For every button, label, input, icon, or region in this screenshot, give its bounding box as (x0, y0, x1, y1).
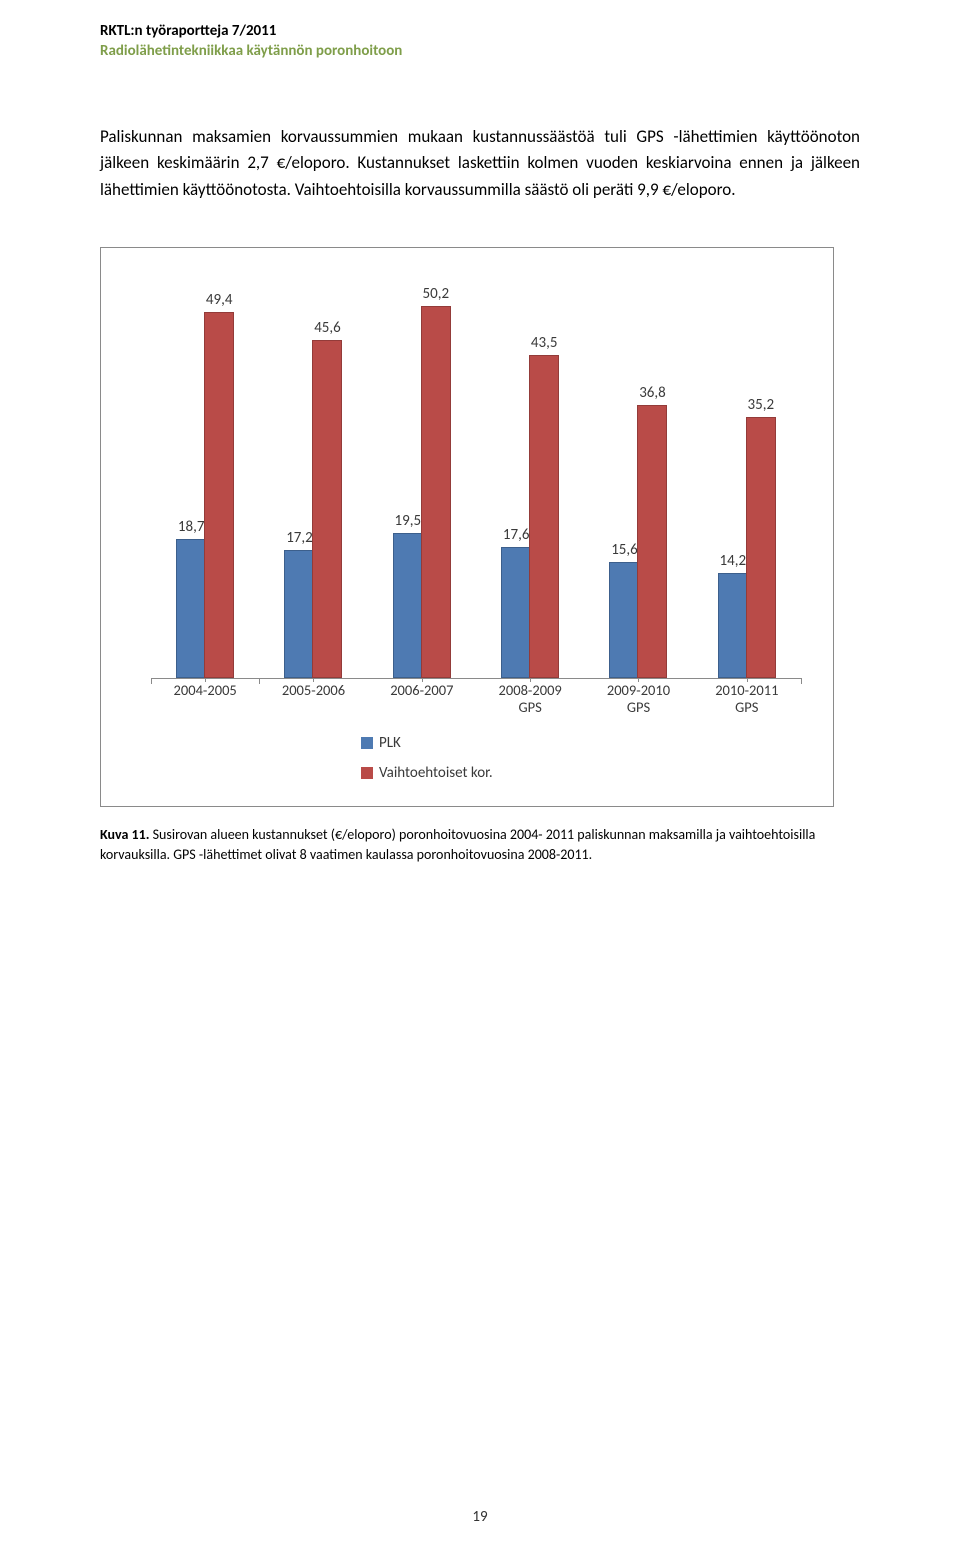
bar-value-label: 50,2 (406, 285, 466, 303)
legend-swatch-blue (361, 737, 373, 749)
legend-label: Vaihtoehtoiset kor. (379, 764, 493, 782)
bar-value-label: 15,6 (594, 541, 654, 559)
report-title-header: Radiolähetintekniikkaa käytännön poronho… (100, 42, 860, 62)
legend-label: PLK (379, 734, 401, 752)
caption-lead: Kuva 11. (100, 826, 149, 843)
x-axis-label: 2008-2009GPS (476, 682, 584, 715)
bar-value-label: 17,6 (486, 526, 546, 544)
bar-value-label: 43,5 (514, 334, 574, 352)
x-axis-label: 2009-2010GPS (584, 682, 692, 715)
x-axis-label: 2005-2006 (259, 682, 367, 699)
bar-plk (718, 573, 748, 678)
bar-plk (176, 539, 206, 678)
bar-value-label: 18,7 (161, 518, 221, 536)
bar-value-label: 45,6 (297, 319, 357, 337)
chart-x-axis-labels: 2004-20052005-20062006-20072008-2009GPS2… (151, 680, 801, 720)
bar-vaihtoehtoiset (312, 340, 342, 678)
bar-value-label: 14,2 (703, 552, 763, 570)
figure-caption: Kuva 11. Susirovan alueen kustannukset (… (100, 825, 860, 864)
bar-vaihtoehtoiset (204, 312, 234, 678)
bar-plk (609, 562, 639, 678)
report-series-header: RKTL:n työraportteja 7/2011 (100, 22, 860, 42)
bar-vaihtoehtoiset (421, 306, 451, 678)
page-number: 19 (0, 1508, 960, 1526)
x-axis-label: 2010-2011GPS (693, 682, 801, 715)
bar-plk (393, 533, 423, 678)
bar-vaihtoehtoiset (746, 417, 776, 678)
caption-text: Susirovan alueen kustannukset (€/eloporo… (100, 826, 815, 863)
chart-plot-area: 18,7 49,4 17,2 45,6 19,5 50,2 17,6 43,5 15,6 36,8… (151, 270, 801, 679)
bar-value-label: 49,4 (189, 291, 249, 309)
bar-vaihtoehtoiset (529, 355, 559, 678)
bar-value-label: 19,5 (378, 512, 438, 530)
body-paragraph: Paliskunnan maksamien korvaussummien muk… (100, 124, 860, 203)
x-axis-label: 2006-2007 (368, 682, 476, 699)
bar-value-label: 35,2 (731, 396, 791, 414)
bar-value-label: 36,8 (622, 384, 682, 402)
legend-item-plk: PLK (361, 734, 493, 752)
bar-value-label: 17,2 (269, 529, 329, 547)
figure-11-chart: 18,7 49,4 17,2 45,6 19,5 50,2 17,6 43,5 15,6 36,8… (100, 247, 834, 807)
chart-legend: PLK Vaihtoehtoiset kor. (361, 734, 493, 794)
bar-plk (501, 547, 531, 678)
legend-item-vaihtoehtoiset: Vaihtoehtoiset kor. (361, 764, 493, 782)
bar-plk (284, 550, 314, 678)
x-axis-label: 2004-2005 (151, 682, 259, 699)
legend-swatch-red (361, 767, 373, 779)
document-page: RKTL:n työraportteja 7/2011 Radiolähetin… (0, 0, 960, 1552)
